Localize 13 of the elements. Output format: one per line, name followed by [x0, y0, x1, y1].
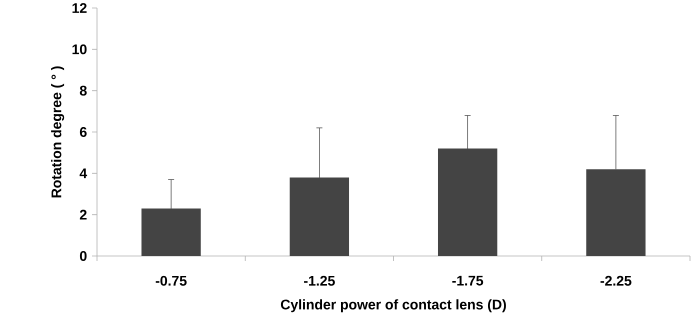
y-tick-label: 4: [80, 168, 88, 178]
x-tick-label: -2.25: [600, 276, 632, 286]
x-tick-label: -1.25: [304, 276, 335, 286]
y-tick-label: 10: [72, 44, 87, 54]
y-tick-label: 0: [80, 251, 87, 261]
y-tick-label: 12: [72, 3, 87, 13]
y-tick-label: 6: [80, 127, 87, 137]
y-axis-title: Rotation degree ( ° ): [51, 66, 64, 198]
x-tick-label: -1.75: [452, 276, 484, 286]
y-tick-label: 8: [80, 86, 87, 96]
y-tick-label: 2: [80, 210, 87, 220]
x-axis-title: Cylinder power of contact lens (D): [280, 299, 506, 312]
x-tick-label: -0.75: [156, 276, 187, 286]
